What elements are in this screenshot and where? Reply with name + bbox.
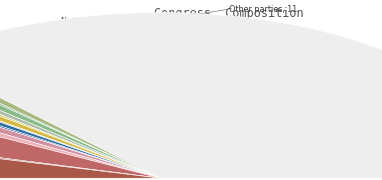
Text: Republicans, 9: Republicans, 9: [49, 39, 107, 48]
Text: National-Patriots, 3: National-Patriots, 3: [61, 17, 138, 26]
Text: CPRF, 76: CPRF, 76: [50, 158, 85, 166]
Text: Congress  Composition: Congress Composition: [154, 7, 304, 20]
Text: Other parties, 11: Other parties, 11: [229, 4, 298, 14]
Text: RKWP, 4: RKWP, 4: [38, 136, 71, 145]
Text: Non-partisans, 703: Non-partisans, 703: [298, 89, 374, 98]
Text: Social-Democrats, 4: Social-Democrats, 4: [3, 84, 84, 93]
Text: Patriots, 4: Patriots, 4: [71, 48, 111, 57]
Text: Agrarian Party, 16: Agrarian Party, 16: [4, 94, 76, 103]
Text: Update Movement, 10: Update Movement, 10: [0, 75, 84, 84]
Text: Patriotic
Union, 71: Patriotic Union, 71: [130, 95, 168, 114]
Text: DPR, 12: DPR, 12: [76, 57, 107, 66]
Text: Socialists, 12: Socialists, 12: [24, 103, 76, 112]
Text: Christian-Democrats, 12: Christian-Democrats, 12: [9, 28, 107, 37]
Text: Cadets, 3: Cadets, 3: [65, 66, 103, 75]
